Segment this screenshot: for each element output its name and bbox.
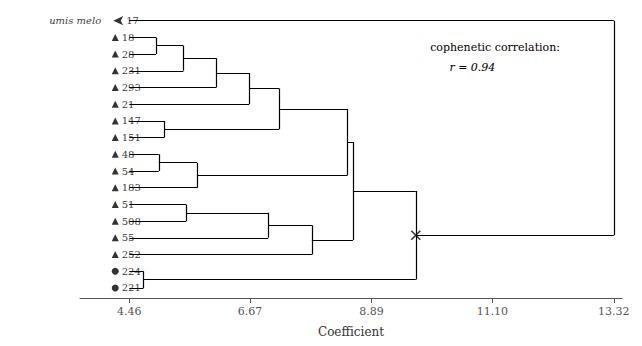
svg-text:151: 151 — [122, 132, 141, 143]
svg-text:6.67: 6.67 — [238, 305, 263, 318]
svg-text:252: 252 — [122, 249, 141, 260]
svg-text:18: 18 — [122, 32, 135, 43]
svg-text:28: 28 — [122, 49, 135, 60]
svg-text:13.32: 13.32 — [598, 305, 630, 318]
svg-text:55: 55 — [122, 232, 135, 243]
svg-text:54: 54 — [122, 166, 135, 177]
svg-text:293: 293 — [122, 82, 141, 93]
svg-text:508: 508 — [122, 216, 141, 227]
svg-text:r = 0.94: r = 0.94 — [449, 61, 495, 74]
svg-text:51: 51 — [122, 199, 135, 210]
svg-text:umis melo: umis melo — [49, 15, 101, 26]
svg-text:147: 147 — [122, 115, 141, 126]
svg-text:Coefficient: Coefficient — [318, 325, 384, 339]
svg-text:224: 224 — [122, 266, 141, 277]
svg-text:17: 17 — [126, 15, 139, 26]
svg-text:8.89: 8.89 — [359, 305, 384, 318]
svg-text:11.10: 11.10 — [477, 305, 509, 318]
svg-text:48: 48 — [122, 149, 135, 160]
svg-text:183: 183 — [122, 182, 141, 193]
svg-text:cophenetic correlation:: cophenetic correlation: — [430, 41, 560, 54]
svg-text:221: 221 — [122, 282, 141, 293]
svg-text:231: 231 — [122, 65, 141, 76]
svg-text:4.46: 4.46 — [117, 305, 142, 318]
svg-text:21: 21 — [122, 99, 135, 110]
